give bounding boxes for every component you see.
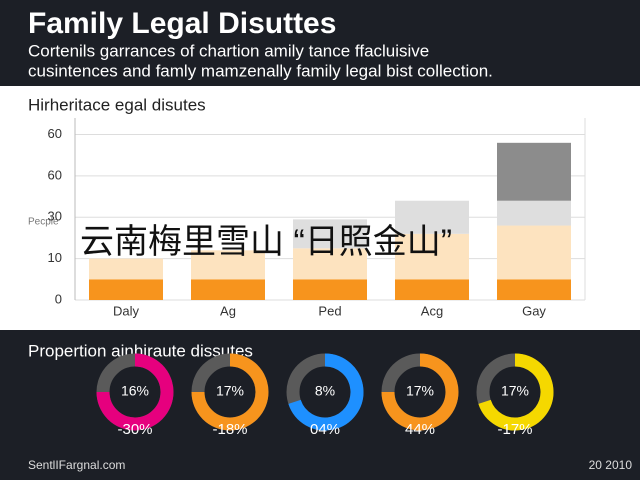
panel-title: Hirheritace egal disutes: [28, 95, 206, 114]
subtitle: Cortenils garrances of chartion amily ta…: [28, 41, 429, 60]
donut-arc: [96, 353, 174, 431]
bar-segment: [395, 233, 469, 280]
bar-segment: [497, 200, 571, 226]
x-tick-label: Ag: [220, 303, 236, 318]
donut-arc: [478, 353, 554, 431]
y-tick-label: 0: [55, 291, 62, 306]
bar-segment: [497, 142, 571, 201]
y-label: Pecple: [28, 217, 59, 228]
title: Family Legal Disuttes: [28, 7, 336, 40]
bar-segment: [191, 279, 265, 300]
bar-segment: [497, 279, 571, 300]
donut-center-label: 16%: [121, 383, 149, 399]
x-tick-label: Gay: [522, 303, 546, 318]
y-tick-label: 30: [48, 209, 62, 224]
x-tick-label: Ped: [318, 303, 341, 318]
y-tick-label: 60: [48, 126, 62, 141]
x-tick-label: Daly: [113, 303, 140, 318]
bar-segment: [395, 279, 469, 300]
y-tick-label: 10: [48, 250, 62, 265]
subtitle: cusintences and famly mamzenally family …: [28, 61, 493, 80]
donut-change-label: 04%: [310, 421, 340, 438]
donut-arc: [191, 353, 269, 431]
header-bg: [0, 0, 640, 86]
bar-segment: [191, 250, 265, 280]
donut-change-label: 44%: [405, 421, 435, 438]
bar-segment: [89, 279, 163, 300]
bar-segment: [293, 219, 367, 249]
donut-change-label: -30%: [117, 421, 152, 438]
bar-segment: [497, 225, 571, 280]
bar-segment: [293, 279, 367, 300]
donut-change-label: -18%: [212, 421, 247, 438]
marks: 0 10 30 60 60 Daly Ag Ped Acg Gay 16% -30% 17% -18% 8%…: [48, 118, 586, 438]
y-tick-label: 60: [48, 167, 62, 182]
donut-arc: [288, 353, 364, 431]
bar-segment: [89, 258, 163, 280]
x-tick-label: Acg: [421, 303, 443, 318]
footer-right: 20 2010: [589, 458, 633, 472]
donut-center-label: 8%: [315, 383, 335, 399]
donut-title: Propertion ainhiraute dissutes: [28, 341, 253, 360]
donut-center-label: 17%: [216, 383, 244, 399]
bar-segment: [395, 200, 469, 234]
footer-left: SentlIFargnal.com: [28, 458, 125, 472]
donut-center-label: 17%: [501, 383, 529, 399]
annotation: 云南梅里雪山 “日照金山”: [80, 223, 452, 261]
donut-center-label: 17%: [406, 383, 434, 399]
bar-segment: [293, 248, 367, 280]
donut-change-label: -17%: [497, 421, 532, 438]
donut-arc: [381, 353, 459, 431]
